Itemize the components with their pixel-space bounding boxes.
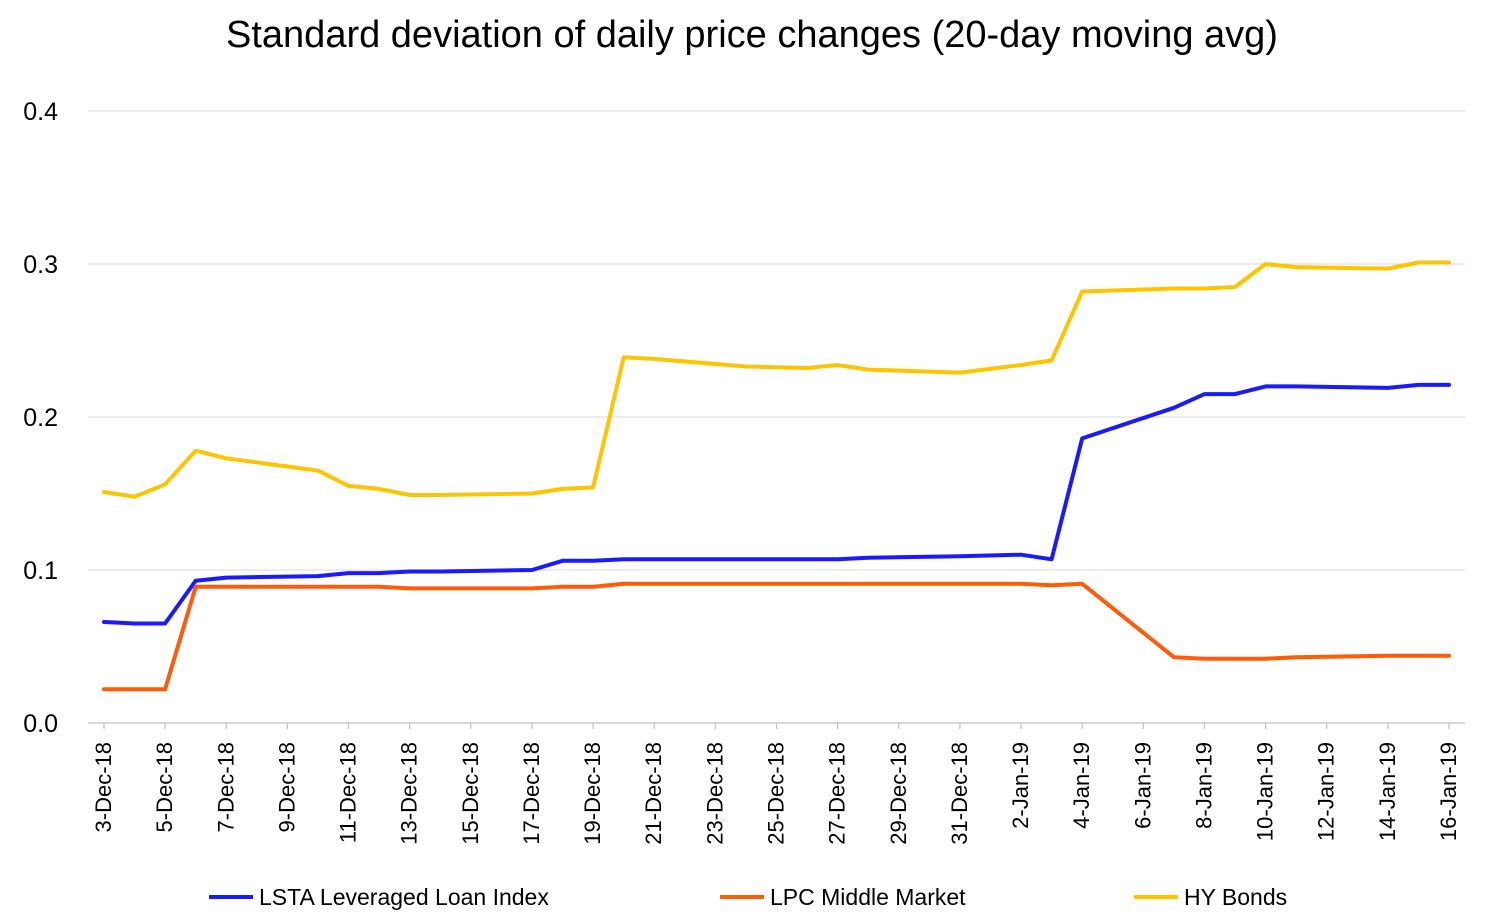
x-tick-label: 25-Dec-18 bbox=[764, 742, 789, 845]
legend-label: HY Bonds bbox=[1184, 884, 1287, 910]
x-tick-label: 8-Jan-19 bbox=[1191, 742, 1216, 829]
x-tick-label: 16-Jan-19 bbox=[1436, 742, 1461, 841]
x-tick-label: 12-Jan-19 bbox=[1314, 742, 1339, 841]
x-tick-label: 13-Dec-18 bbox=[397, 742, 422, 845]
x-tick-label: 5-Dec-18 bbox=[152, 742, 177, 832]
x-tick-label: 4-Jan-19 bbox=[1069, 742, 1094, 829]
x-tick-label: 11-Dec-18 bbox=[336, 742, 361, 843]
x-tick-label: 17-Dec-18 bbox=[519, 742, 544, 845]
x-tick-label: 31-Dec-18 bbox=[947, 742, 972, 845]
chart-title: Standard deviation of daily price change… bbox=[226, 14, 1278, 56]
y-tick-label: 0.4 bbox=[23, 98, 58, 126]
x-tick-label: 9-Dec-18 bbox=[274, 742, 299, 832]
x-tick-label: 14-Jan-19 bbox=[1375, 742, 1400, 841]
x-tick-label: 3-Dec-18 bbox=[91, 742, 116, 832]
x-tick-label: 19-Dec-18 bbox=[580, 742, 605, 845]
y-tick-label: 0.1 bbox=[23, 557, 58, 585]
legend-label: LPC Middle Market bbox=[770, 884, 966, 910]
x-tick-label: 7-Dec-18 bbox=[213, 742, 238, 832]
x-tick-label: 6-Jan-19 bbox=[1130, 742, 1155, 829]
x-tick-label: 2-Jan-19 bbox=[1008, 742, 1033, 829]
x-tick-label: 27-Dec-18 bbox=[825, 742, 850, 845]
series-line-lpc-middle-market bbox=[102, 581, 1451, 692]
y-tick-label: 0.2 bbox=[23, 404, 58, 432]
x-tick-label: 29-Dec-18 bbox=[886, 742, 911, 845]
y-tick-label: 0.3 bbox=[23, 251, 58, 279]
y-tick-label: 0.0 bbox=[23, 710, 58, 738]
x-tick-label: 23-Dec-18 bbox=[702, 742, 727, 845]
x-tick-label: 15-Dec-18 bbox=[458, 742, 483, 845]
x-tick-label: 21-Dec-18 bbox=[641, 742, 666, 845]
x-tick-label: 10-Jan-19 bbox=[1253, 742, 1278, 841]
legend-label: LSTA Leveraged Loan Index bbox=[259, 884, 549, 910]
series-line-hy-bonds bbox=[102, 260, 1451, 499]
series-line-lsta-leveraged-loan-index bbox=[102, 382, 1451, 626]
